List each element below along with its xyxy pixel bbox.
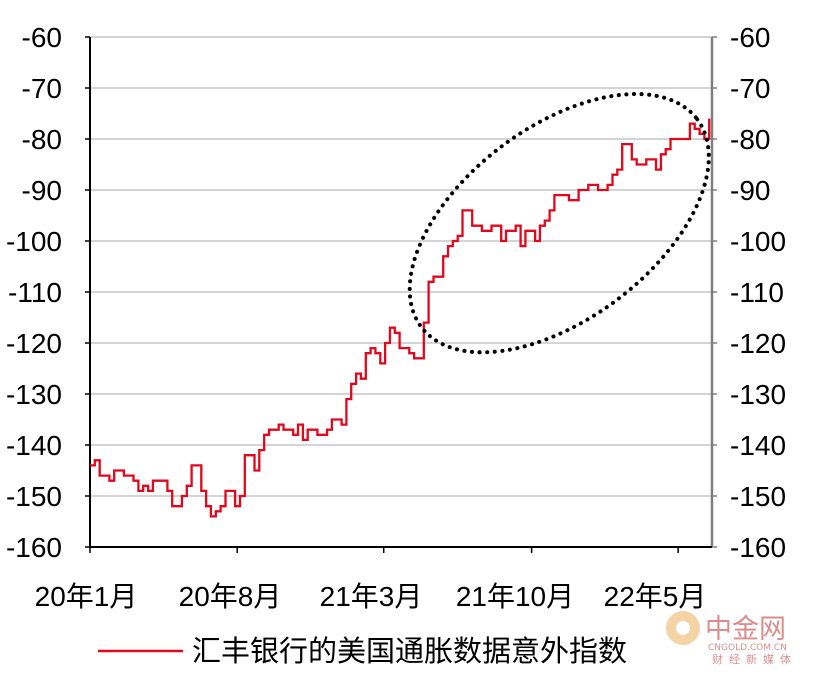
- right-y-tick-label: -120: [730, 328, 786, 359]
- watermark-slogan: 财经新媒体: [712, 652, 797, 666]
- left-y-tick-label: -160: [6, 532, 62, 563]
- left-y-tick-label: -100: [6, 226, 62, 257]
- right-y-tick-label: -110: [730, 277, 784, 308]
- watermark-logo-inner-icon: [676, 621, 690, 635]
- legend-label: 汇丰银行的美国通胀数据意外指数: [192, 634, 627, 668]
- left-y-tick-label: -80: [22, 124, 62, 155]
- series-layer: [90, 118, 711, 518]
- left-y-tick-label: -70: [22, 73, 62, 104]
- right-y-tick-label: -70: [730, 73, 770, 104]
- watermark-domain: CNGOLD.COM.CN: [708, 643, 787, 653]
- right-y-tick-label: -90: [730, 175, 770, 206]
- right-y-tick-label: -140: [730, 430, 786, 461]
- watermark: 中金网 CNGOLD.COM.CN 财经新媒体: [666, 611, 797, 666]
- left-y-tick-label: -90: [22, 175, 62, 206]
- right-y-tick-label: -60: [730, 22, 770, 53]
- left-y-tick-label: -150: [6, 481, 62, 512]
- left-y-tick-label: -60: [22, 22, 62, 53]
- right-y-axis-ticks: -60 -70 -80 -90 -100 -110 -120 -130 -140 -150 -160: [712, 22, 786, 563]
- x-tick-label: 21年3月: [320, 581, 423, 612]
- right-y-tick-label: -100: [730, 226, 786, 257]
- left-y-tick-label: -110: [8, 277, 62, 308]
- watermark-name: 中金网: [705, 614, 786, 645]
- left-y-tick-label: -120: [6, 328, 62, 359]
- left-y-axis-ticks: -60 -70 -80 -90 -100 -110 -120 -130 -140 -150 -160: [6, 22, 90, 563]
- right-y-tick-label: -130: [730, 379, 786, 410]
- x-tick-label: 22年5月: [604, 581, 707, 612]
- right-y-tick-label: -80: [730, 124, 770, 155]
- left-y-tick-label: -130: [6, 379, 62, 410]
- annotation-layer: [407, 91, 711, 355]
- x-axis-ticks: 20年1月 20年8月 21年3月 21年10月 22年5月: [35, 547, 707, 612]
- series-line: [90, 118, 711, 518]
- dotted-ellipse-annotation: [407, 91, 711, 355]
- left-y-tick-label: -140: [6, 430, 62, 461]
- x-tick-label: 20年8月: [179, 581, 282, 612]
- x-tick-label: 20年1月: [35, 581, 138, 612]
- right-y-tick-label: -150: [730, 481, 786, 512]
- x-tick-label: 21年10月: [456, 581, 574, 612]
- grid-lines: [90, 36, 712, 497]
- right-y-tick-label: -160: [730, 532, 786, 563]
- legend: 汇丰银行的美国通胀数据意外指数: [98, 634, 627, 668]
- watermark-logo-icon: [666, 611, 700, 645]
